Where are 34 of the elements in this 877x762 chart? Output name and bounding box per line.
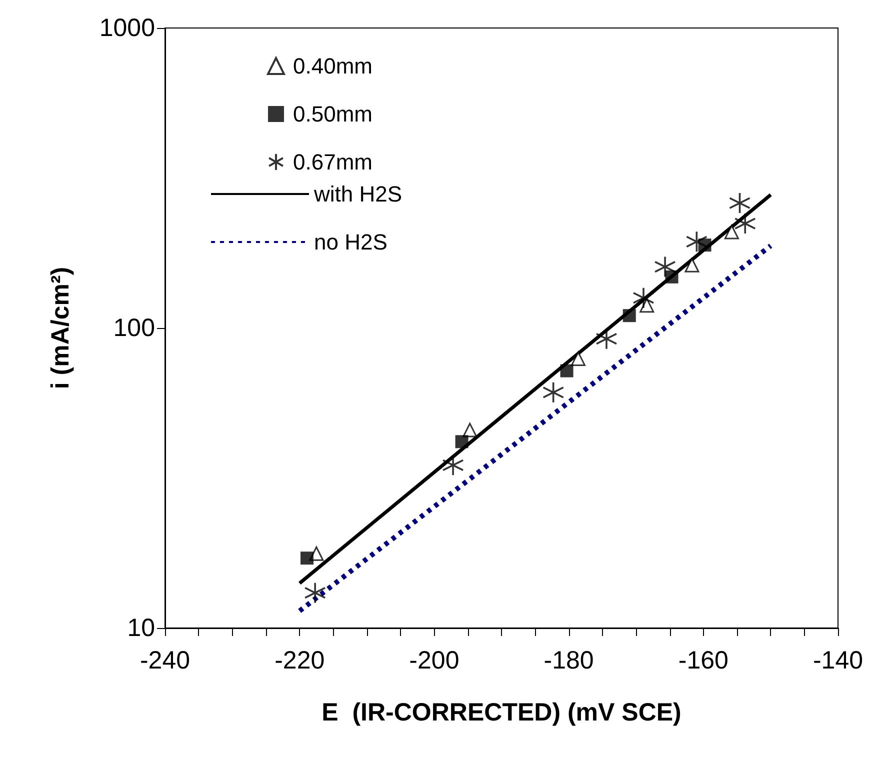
x-axis-title: E (IR-CORRECTED) (mV SCE) — [322, 698, 682, 726]
x-tick-label: -220 — [274, 646, 325, 674]
legend-label: 0.67mm — [293, 150, 372, 174]
point — [462, 422, 478, 438]
y-tick-label: 100 — [113, 314, 155, 342]
y-tick-label: 10 — [127, 614, 155, 642]
x-tick-label: -140 — [812, 646, 864, 674]
legend-label: 0.50mm — [293, 102, 372, 126]
point — [542, 382, 564, 404]
point — [596, 328, 618, 350]
point — [442, 454, 464, 476]
point — [632, 286, 654, 309]
point — [665, 270, 678, 284]
x-tick-label: -180 — [544, 646, 594, 674]
point — [728, 192, 751, 214]
legend-label: with H2S — [313, 182, 402, 206]
point — [724, 224, 739, 240]
y-axis-title: i (mA/cm²) — [46, 266, 74, 390]
point — [684, 258, 700, 272]
point — [570, 351, 586, 366]
point — [622, 309, 636, 322]
point — [455, 435, 468, 448]
x-tick-label: -240 — [140, 646, 190, 674]
point — [734, 212, 756, 234]
x-tick-label: -160 — [678, 646, 728, 674]
point — [300, 552, 314, 565]
point — [304, 582, 326, 604]
legend-label: no H2S — [314, 230, 388, 254]
point — [560, 364, 574, 378]
x-tick-label: -200 — [409, 646, 460, 674]
legend-label: 0.40mm — [293, 54, 372, 78]
y-tick-label: 1000 — [99, 14, 155, 42]
point — [686, 230, 708, 253]
point — [654, 256, 676, 278]
